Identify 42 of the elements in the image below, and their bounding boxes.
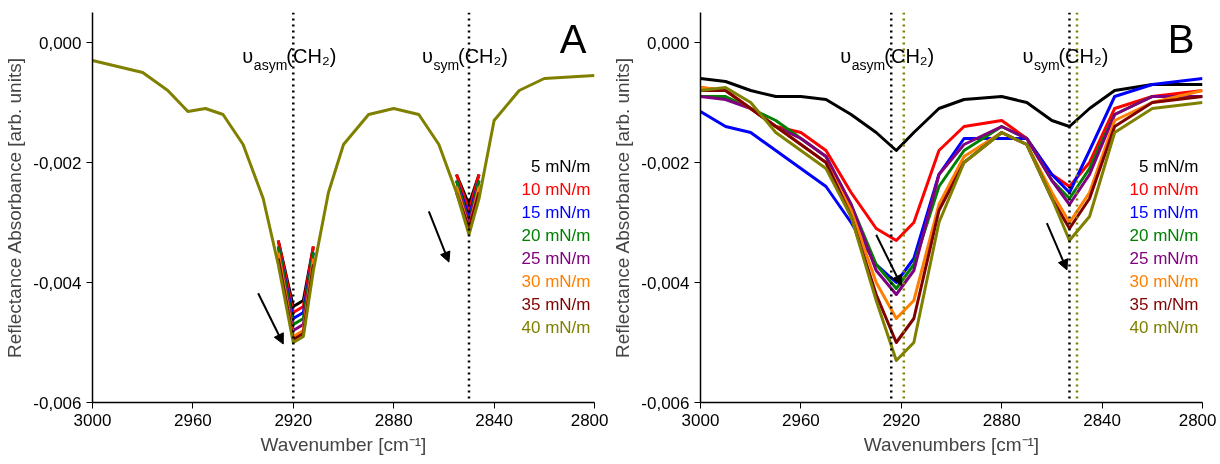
text: 35 mN/m: [521, 294, 591, 314]
x-tick-label: 2880: [982, 410, 1021, 430]
text: 40 mN/m: [521, 317, 591, 337]
y-tick-label: -0,006: [33, 393, 82, 413]
text: 20 mN/m: [1129, 225, 1199, 245]
text: 30 mN/m: [1129, 271, 1199, 291]
annotation: B: [1167, 16, 1195, 61]
x-tick-label: 2920: [274, 410, 313, 430]
x-tick-label: 2840: [475, 410, 514, 430]
y-tick-label: -0,004: [641, 273, 690, 293]
x-tick-label: 2960: [173, 410, 212, 430]
text: 25 mN/m: [521, 248, 591, 268]
y-axis-title: Reflectance Absorbance [arb. units]: [612, 58, 634, 358]
x-tick-label: 3000: [681, 410, 720, 430]
text: 35 m/Nm: [1129, 294, 1199, 314]
x-axis-title: Wavenumbers [cm⁻¹]: [863, 433, 1040, 455]
text: 40 mN/m: [1129, 317, 1199, 337]
x-tick-label: 2880: [374, 410, 413, 430]
text: 30 mN/m: [521, 271, 591, 291]
text: 15 mN/m: [521, 202, 591, 222]
y-axis-title: Reflectance Absorbance [arb. units]: [4, 58, 26, 358]
y-tick-label: -0,002: [33, 153, 82, 173]
x-axis-title: Wavenumber [cm⁻¹]: [260, 433, 427, 455]
text: 15 mN/m: [1129, 202, 1199, 222]
y-tick-label: 0,000: [646, 33, 690, 53]
y-tick-label: -0,004: [33, 273, 82, 293]
x-tick-label: 2960: [781, 410, 820, 430]
text: 10 mN/m: [1129, 179, 1199, 199]
x-tick-label: 2800: [1178, 410, 1217, 430]
y-tick-label: -0,002: [641, 153, 690, 173]
text: 10 mN/m: [521, 179, 591, 199]
text: 20 mN/m: [521, 225, 591, 245]
x-tick-label: 3000: [73, 410, 112, 430]
x-tick-label: 2800: [570, 410, 609, 430]
y-tick-label: 0,000: [38, 33, 82, 53]
annotation: A: [559, 16, 587, 61]
text: 5 mN/m: [531, 156, 591, 176]
y-tick-label: -0,006: [641, 393, 690, 413]
x-tick-label: 2920: [882, 410, 921, 430]
text: 5 mN/m: [1139, 156, 1199, 176]
x-tick-label: 2840: [1083, 410, 1122, 430]
text: 25 mN/m: [1129, 248, 1199, 268]
